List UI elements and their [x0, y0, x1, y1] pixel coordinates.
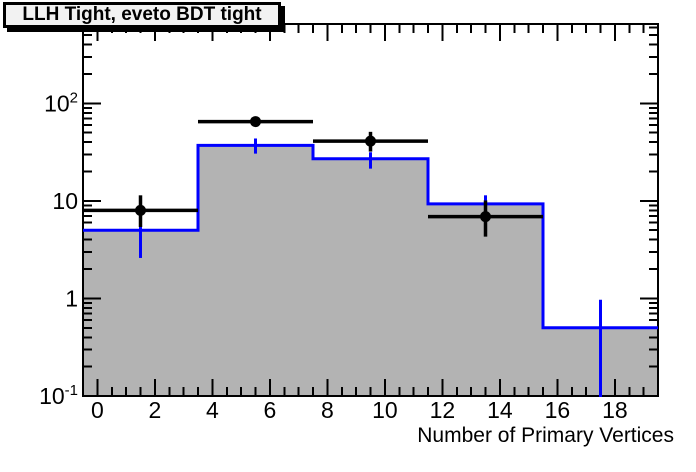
data-point-marker	[365, 135, 376, 147]
y-tick-label: 10	[52, 188, 78, 214]
data-point-marker	[480, 211, 491, 223]
y-tick-label: 1	[65, 285, 78, 311]
x-tick-label: 18	[602, 397, 628, 423]
mc-histogram-fill	[83, 145, 658, 395]
y-tick-label: 10-1	[39, 382, 78, 409]
x-tick-label: 12	[430, 397, 456, 423]
data-point-marker	[135, 204, 146, 216]
x-tick-label: 6	[263, 397, 276, 423]
x-tick-label: 10	[372, 397, 398, 423]
mc-histogram-line	[83, 143, 658, 330]
title-text: LLH Tight, eveto BDT tight	[22, 4, 262, 25]
title-box: LLH Tight, eveto BDT tight	[3, 2, 281, 28]
y-tick-label: 102	[44, 89, 78, 116]
x-tick-label: 4	[206, 397, 219, 423]
data-point-marker	[250, 116, 261, 128]
x-tick-label: 16	[545, 397, 571, 423]
x-tick-label: 2	[148, 397, 161, 423]
x-tick-label: 0	[91, 397, 104, 423]
x-tick-label: 14	[487, 397, 513, 423]
x-axis-title: Number of Primary Vertices	[417, 424, 674, 447]
x-tick-label: 8	[321, 397, 334, 423]
